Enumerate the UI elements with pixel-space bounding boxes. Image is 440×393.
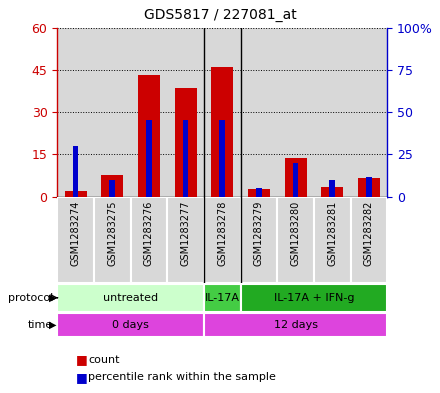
Bar bbox=[57, 196, 94, 283]
Text: IL-17A: IL-17A bbox=[205, 293, 240, 303]
Text: untreated: untreated bbox=[103, 293, 158, 303]
Bar bbox=[204, 313, 387, 338]
Bar bbox=[351, 28, 387, 196]
Bar bbox=[94, 28, 131, 196]
Bar bbox=[314, 196, 351, 283]
Bar bbox=[220, 120, 225, 196]
Text: GSM1283281: GSM1283281 bbox=[327, 201, 337, 266]
Text: percentile rank within the sample: percentile rank within the sample bbox=[88, 372, 276, 382]
Bar bbox=[248, 189, 270, 196]
Bar bbox=[366, 177, 372, 196]
Bar bbox=[94, 196, 131, 283]
Bar bbox=[277, 196, 314, 283]
Bar bbox=[73, 146, 78, 196]
Text: GSM1283279: GSM1283279 bbox=[254, 201, 264, 266]
Text: ▶: ▶ bbox=[49, 293, 56, 303]
Bar bbox=[256, 188, 262, 196]
Bar bbox=[314, 28, 351, 196]
Bar bbox=[131, 196, 167, 283]
Text: ■: ■ bbox=[76, 353, 87, 366]
Text: time: time bbox=[28, 320, 53, 330]
Bar bbox=[241, 284, 387, 312]
Bar bbox=[101, 175, 123, 196]
Bar bbox=[110, 180, 115, 196]
Text: GSM1283274: GSM1283274 bbox=[70, 201, 81, 266]
Text: GSM1283277: GSM1283277 bbox=[180, 201, 191, 266]
Text: GSM1283275: GSM1283275 bbox=[107, 201, 117, 266]
Bar bbox=[241, 28, 277, 196]
Bar bbox=[146, 120, 152, 196]
Text: ■: ■ bbox=[76, 371, 87, 384]
Bar bbox=[57, 284, 204, 312]
Bar bbox=[65, 191, 87, 196]
Bar bbox=[57, 28, 94, 196]
Bar bbox=[138, 75, 160, 196]
Text: GDS5817 / 227081_at: GDS5817 / 227081_at bbox=[143, 8, 297, 22]
Text: 12 days: 12 days bbox=[274, 320, 318, 330]
Text: ▶: ▶ bbox=[49, 320, 56, 330]
Bar bbox=[351, 196, 387, 283]
Bar bbox=[204, 284, 241, 312]
Bar bbox=[175, 88, 197, 196]
Text: GSM1283282: GSM1283282 bbox=[364, 201, 374, 266]
Bar bbox=[330, 180, 335, 196]
Bar bbox=[204, 196, 241, 283]
Bar bbox=[131, 28, 167, 196]
Bar bbox=[358, 178, 380, 196]
Bar bbox=[293, 163, 298, 196]
Bar bbox=[57, 313, 204, 338]
Text: GSM1283280: GSM1283280 bbox=[290, 201, 301, 266]
Bar bbox=[211, 67, 233, 196]
Bar bbox=[285, 158, 307, 196]
Bar bbox=[183, 120, 188, 196]
Bar bbox=[241, 196, 277, 283]
Bar bbox=[204, 28, 241, 196]
Bar bbox=[167, 196, 204, 283]
Text: count: count bbox=[88, 354, 120, 365]
Bar bbox=[167, 28, 204, 196]
Text: 0 days: 0 days bbox=[112, 320, 149, 330]
Bar bbox=[277, 28, 314, 196]
Text: GSM1283276: GSM1283276 bbox=[144, 201, 154, 266]
Bar bbox=[321, 187, 343, 196]
Text: IL-17A + IFN-g: IL-17A + IFN-g bbox=[274, 293, 354, 303]
Text: protocol: protocol bbox=[7, 293, 53, 303]
Text: GSM1283278: GSM1283278 bbox=[217, 201, 227, 266]
